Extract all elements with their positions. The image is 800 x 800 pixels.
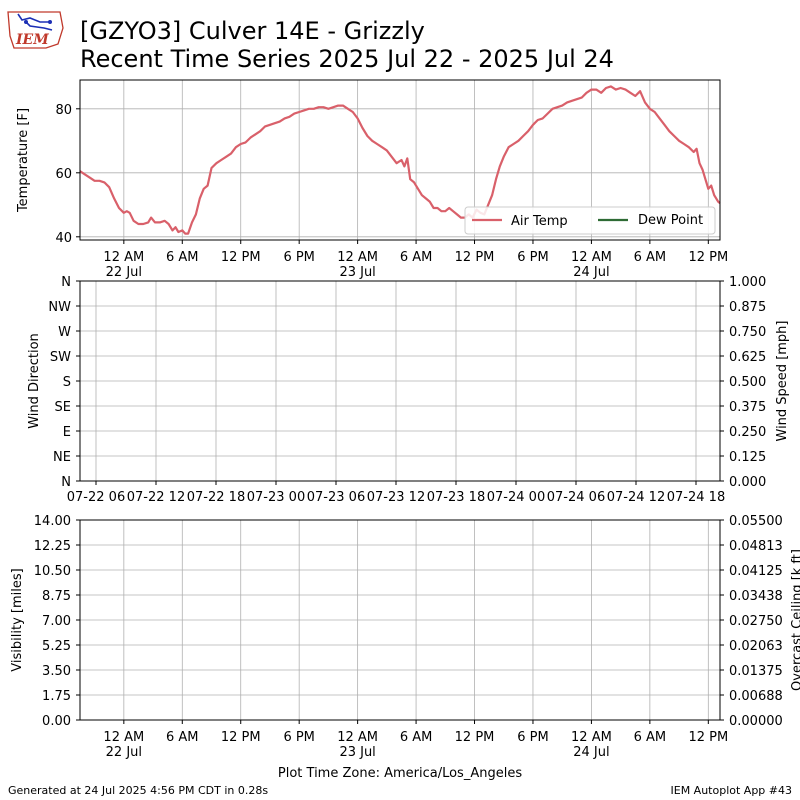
temp-xtick-label: 6 AM: [400, 250, 433, 265]
vis-xtick-label: 12 PM: [688, 730, 728, 745]
temp-xtick-label: 12 PM: [455, 250, 495, 265]
legend-air-temp-label: Air Temp: [511, 214, 568, 229]
generated-note: Generated at 24 Jul 2025 4:56 PM CDT in …: [8, 784, 268, 797]
temp-xtick-label: 12 AM: [571, 250, 612, 265]
wind-direction-tick-label: S: [63, 375, 71, 390]
vis-xtick-label: 6 AM: [166, 730, 199, 745]
wind-direction-tick-label: N: [61, 475, 71, 490]
wind-xtick-label: 07-23 06: [307, 490, 365, 505]
legend: Air Temp Dew Point: [464, 206, 716, 235]
vis-xtick-label: 12 AM: [103, 730, 144, 745]
logo-text: IEM: [15, 32, 49, 48]
visibility-tick-label: 8.75: [42, 589, 71, 604]
wind-xtick-label: 07-22 12: [127, 490, 185, 505]
ceiling-tick-label: 0.04125: [729, 564, 783, 579]
wind-xtick-label: 07-23 18: [427, 490, 485, 505]
vis-xtick-label: 12 AM: [571, 730, 612, 745]
vis-xtick-label: 6 AM: [634, 730, 667, 745]
visibility-tick-label: 3.50: [42, 664, 71, 679]
vis-xtick-label: 6 AM: [400, 730, 433, 745]
wind-xtick-label: 07-24 12: [607, 490, 665, 505]
ceiling-tick-label: 0.05500: [729, 514, 783, 529]
vis-xtick-date-label: 23 Jul: [339, 745, 375, 760]
temp-xtick-date-label: 24 Jul: [573, 265, 609, 280]
visibility-panel: 0.001.753.505.257.008.7510.5012.2514.00 …: [10, 514, 800, 760]
temp-xtick-label: 6 AM: [166, 250, 199, 265]
temp-xtick-date-label: 22 Jul: [106, 265, 142, 280]
wind-direction-tick-label: SW: [50, 350, 71, 365]
x-axis-label: Plot Time Zone: America/Los_Angeles: [278, 766, 522, 781]
wind-speed-tick-label: 0.625: [729, 350, 766, 365]
wind-direction-axis-label: Wind Direction: [27, 333, 42, 429]
vis-xtick-date-label: 24 Jul: [573, 745, 609, 760]
ceiling-tick-label: 0.00000: [729, 714, 783, 729]
ceiling-tick-label: 0.03438: [729, 589, 783, 604]
temp-ytick-label: 40: [55, 231, 72, 246]
wind-speed-tick-label: 0.375: [729, 400, 766, 415]
visibility-tick-label: 12.25: [34, 539, 71, 554]
temp-xtick-label: 12 PM: [221, 250, 261, 265]
wind-speed-tick-label: 0.125: [729, 450, 766, 465]
ceiling-tick-label: 0.00688: [729, 689, 783, 704]
wind-direction-tick-label: SE: [55, 400, 71, 415]
wind-direction-tick-label: E: [63, 425, 71, 440]
temp-xtick-label: 6 PM: [517, 250, 548, 265]
visibility-tick-label: 7.00: [42, 614, 71, 629]
ceiling-tick-label: 0.02750: [729, 614, 783, 629]
wind-speed-tick-label: 0.875: [729, 300, 766, 315]
wind-xtick-label: 07-24 00: [487, 490, 545, 505]
network-icon: [17, 13, 53, 31]
title-line-2: Recent Time Series 2025 Jul 22 - 2025 Ju…: [80, 45, 614, 73]
ceiling-tick-label: 0.01375: [729, 664, 783, 679]
vis-xtick-label: 12 AM: [337, 730, 378, 745]
visibility-tick-label: 0.00: [42, 714, 71, 729]
wind-panel: N NE E SE S SW W NW N 0.000 0.125 0.250 0.375 0.500 0…: [27, 275, 790, 505]
title-line-1: [GZYO3] Culver 14E - Grizzly: [80, 17, 425, 45]
iem-logo: IEM: [7, 11, 64, 49]
wind-direction-tick-label: NE: [53, 450, 71, 465]
ceiling-axis-label: Overcast Ceiling [k ft]: [790, 549, 800, 691]
visibility-tick-label: 5.25: [42, 639, 71, 654]
visibility-tick-label: 14.00: [34, 514, 71, 529]
wind-speed-tick-label: 0.500: [729, 375, 766, 390]
temp-xtick-label: 12 AM: [337, 250, 378, 265]
vis-xtick-label: 6 PM: [517, 730, 548, 745]
wind-speed-tick-label: 0.250: [729, 425, 766, 440]
visibility-axis-label: Visibility [miles]: [10, 568, 25, 671]
air-temp-line: [79, 85, 721, 235]
wind-xtick-label: 07-22 18: [187, 490, 245, 505]
temp-xtick-date-label: 23 Jul: [339, 265, 375, 280]
wind-speed-tick-label: 0.750: [729, 325, 766, 340]
temp-xtick-label: 12 PM: [688, 250, 728, 265]
temp-ytick-label: 80: [55, 103, 72, 118]
ceiling-tick-label: 0.02063: [729, 639, 783, 654]
visibility-tick-label: 1.75: [42, 689, 71, 704]
vis-xtick-label: 12 PM: [221, 730, 261, 745]
app-note: IEM Autoplot App #43: [671, 784, 793, 797]
wind-xtick-label: 07-24 06: [547, 490, 605, 505]
wind-speed-axis-label: Wind Speed [mph]: [775, 321, 790, 442]
vis-xtick-label: 6 PM: [283, 730, 314, 745]
wind-xtick-label: 07-23 00: [247, 490, 305, 505]
wind-xtick-label: 07-23 12: [367, 490, 425, 505]
wind-xtick-label: 07-24 18: [667, 490, 725, 505]
legend-dew-point-label: Dew Point: [638, 213, 703, 228]
wind-direction-tick-label: N: [61, 275, 71, 290]
visibility-tick-label: 10.50: [34, 564, 71, 579]
temp-ytick-label: 60: [55, 167, 72, 182]
ceiling-tick-label: 0.04813: [729, 539, 783, 554]
temperature-axis-label: Temperature [F]: [16, 108, 31, 213]
wind-speed-tick-label: 1.000: [729, 275, 766, 290]
wind-speed-tick-label: 0.000: [729, 475, 766, 490]
vis-xtick-date-label: 22 Jul: [106, 745, 142, 760]
wind-direction-tick-label: NW: [48, 300, 71, 315]
temp-xtick-label: 12 AM: [103, 250, 144, 265]
temp-xtick-label: 6 AM: [634, 250, 667, 265]
temp-xtick-label: 6 PM: [283, 250, 314, 265]
wind-direction-tick-label: W: [58, 325, 71, 340]
wind-xtick-label: 07-22 06: [67, 490, 125, 505]
vis-xtick-label: 12 PM: [455, 730, 495, 745]
